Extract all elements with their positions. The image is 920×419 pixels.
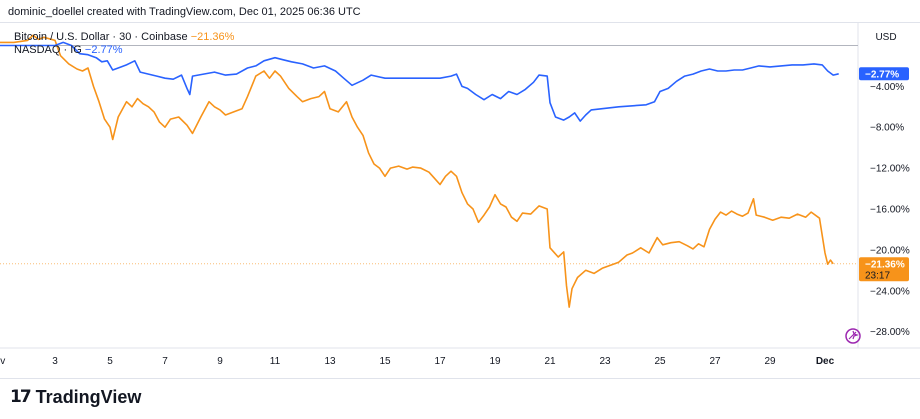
ndx-price-tag-bg bbox=[859, 67, 909, 81]
tradingview-brand-text: TradingView bbox=[35, 386, 142, 407]
btc-series-line[interactable] bbox=[0, 34, 834, 308]
series-legend: Bitcoin / U.S. Dollar · 30 · Coinbase −2… bbox=[14, 31, 234, 57]
x-tick-label: 17 bbox=[434, 356, 446, 367]
ndx-price-tag-value: −2.77% bbox=[865, 69, 899, 80]
ndx-series-line[interactable] bbox=[0, 41, 839, 122]
legend-change-btc: −21.36% bbox=[190, 31, 235, 43]
y-tick-label: −28.00% bbox=[870, 327, 910, 338]
currency-button[interactable]: USD bbox=[864, 27, 908, 49]
x-tick-label: 25 bbox=[654, 356, 666, 367]
legend-row-ndx[interactable]: NASDAQ · IG −2.77% bbox=[14, 44, 234, 57]
x-tick-label: 9 bbox=[217, 356, 223, 367]
x-tick-label: 11 bbox=[270, 356, 281, 367]
legend-row-btc[interactable]: Bitcoin / U.S. Dollar · 30 · Coinbase −2… bbox=[14, 31, 234, 44]
x-tick-label: 7 bbox=[162, 356, 168, 367]
y-tick-label: −8.00% bbox=[870, 123, 904, 134]
btc-price-tag-value: −21.36% bbox=[865, 259, 905, 270]
legend-label-ndx: NASDAQ · IG bbox=[14, 44, 82, 56]
x-tick-label: ov bbox=[0, 356, 5, 367]
chart-canvas[interactable]: 0.00%−4.00%−8.00%−12.00%−16.00%−20.00%−2… bbox=[0, 23, 920, 378]
x-tick-label: 13 bbox=[324, 356, 336, 367]
legend-change-ndx: −2.77% bbox=[84, 44, 123, 56]
x-tick-label: 21 bbox=[544, 356, 556, 367]
btc-price-tag-bg bbox=[859, 257, 909, 282]
x-tick-label: 23 bbox=[599, 356, 611, 367]
x-tick-label: 5 bbox=[107, 356, 113, 367]
x-tick-label: 19 bbox=[489, 356, 501, 367]
chart-frame[interactable]: 0.00%−4.00%−8.00%−12.00%−16.00%−20.00%−2… bbox=[0, 22, 920, 379]
tradingview-logo-mark-icon: 17 bbox=[10, 387, 32, 407]
x-tick-label: 15 bbox=[379, 356, 391, 367]
y-tick-label: −12.00% bbox=[870, 164, 910, 175]
y-tick-label: −24.00% bbox=[870, 286, 910, 297]
legend-label-btc: Bitcoin / U.S. Dollar · 30 · Coinbase bbox=[14, 31, 188, 43]
x-tick-label: Dec bbox=[816, 356, 835, 367]
y-tick-label: −4.00% bbox=[870, 82, 904, 93]
tradingview-logo[interactable]: 17 TradingView bbox=[10, 386, 141, 408]
x-tick-label: 27 bbox=[709, 356, 721, 367]
x-tick-label: 3 bbox=[52, 356, 58, 367]
y-tick-label: −20.00% bbox=[870, 245, 910, 256]
assistant-badge-icon[interactable] bbox=[845, 328, 861, 344]
x-tick-label: 29 bbox=[764, 356, 776, 367]
chart-attribution: dominic_doellel created with TradingView… bbox=[8, 6, 361, 18]
btc-price-tag-countdown: 23:17 bbox=[865, 270, 890, 281]
y-tick-label: −16.00% bbox=[870, 205, 910, 216]
